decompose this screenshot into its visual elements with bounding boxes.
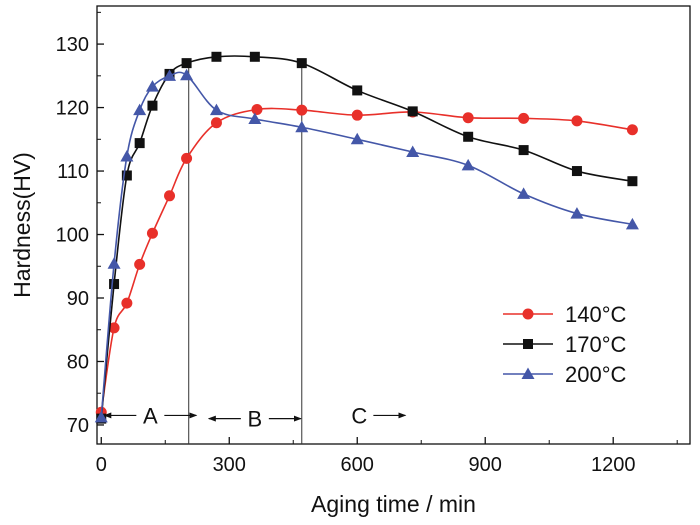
data-point-200C-0: [94, 410, 108, 423]
data-point-170C-1: [109, 279, 120, 290]
y-axis-title: Hardness(HV): [9, 152, 35, 298]
legend-label-170C: 170°C: [565, 332, 627, 357]
region-label-C: C: [351, 403, 367, 428]
legend-marker-140C: [522, 308, 534, 320]
y-tick-label-110: 110: [57, 161, 89, 183]
data-point-140C-9: [296, 104, 308, 116]
data-point-140C-1: [108, 322, 120, 334]
data-point-140C-12: [462, 112, 474, 124]
data-point-200C-4: [145, 80, 159, 92]
y-tick-label-70: 70: [67, 415, 89, 437]
data-point-140C-3: [134, 258, 146, 270]
data-point-140C-6: [181, 152, 193, 164]
plot-frame: [96, 5, 691, 445]
data-point-200C-15: [625, 217, 639, 230]
x-tick-label-900: 900: [469, 454, 502, 476]
x-tick-label-600: 600: [341, 454, 374, 476]
data-point-200C-1: [107, 257, 121, 269]
data-point-200C-13: [517, 187, 531, 199]
data-point-200C-11: [406, 145, 420, 157]
data-point-200C-8: [248, 112, 262, 124]
data-point-140C-2: [121, 297, 133, 309]
data-point-200C-2: [120, 149, 134, 162]
data-point-200C-14: [570, 207, 584, 219]
data-point-170C-13: [518, 145, 529, 156]
data-point-200C-10: [350, 132, 364, 145]
x-tick-label-0: 0: [96, 454, 107, 476]
data-point-200C-3: [133, 103, 147, 116]
data-point-170C-6: [181, 58, 192, 69]
data-point-170C-4: [147, 100, 158, 111]
data-point-200C-5: [163, 69, 177, 81]
legend-label-200C: 200°C: [565, 362, 627, 387]
data-point-140C-14: [571, 115, 583, 127]
series-line-140C: [100, 107, 633, 413]
data-point-200C-9: [295, 120, 309, 133]
data-point-200C-6: [180, 68, 194, 81]
data-point-170C-11: [407, 106, 418, 117]
plot-area: 0 300 600 900 1200 70 80 90 100 110 120 130 Aging ti…: [9, 5, 691, 517]
data-point-140C-5: [164, 190, 176, 202]
data-point-140C-7: [210, 117, 222, 129]
y-tick-label-100: 100: [56, 225, 89, 247]
x-axis-title: Aging time / min: [311, 491, 476, 517]
data-point-170C-8: [249, 51, 260, 62]
data-point-170C-15: [627, 176, 638, 187]
legend-label-140C: 140°C: [565, 302, 627, 327]
data-point-140C-8: [251, 103, 263, 115]
data-point-170C-12: [463, 131, 474, 142]
data-point-140C-10: [351, 109, 363, 121]
data-point-170C-9: [296, 58, 307, 69]
y-tick-label-80: 80: [67, 351, 89, 373]
data-point-170C-2: [121, 170, 132, 181]
data-point-140C-4: [146, 227, 158, 239]
y-tick-label-120: 120: [56, 98, 89, 120]
data-point-170C-14: [571, 166, 582, 177]
legend-marker-170C: [523, 339, 533, 349]
data-point-200C-12: [461, 158, 475, 171]
series-line-170C: [100, 55, 633, 419]
data-point-170C-3: [134, 138, 145, 149]
region-label-B: B: [248, 407, 263, 432]
data-point-140C-13: [518, 112, 530, 124]
y-tick-label-130: 130: [56, 34, 89, 56]
data-point-200C-7: [209, 103, 223, 116]
legend-marker-200C: [521, 367, 535, 379]
data-point-170C-10: [352, 85, 363, 96]
data-point-140C-15: [626, 124, 638, 136]
series-line-200C: [100, 71, 633, 418]
region-label-A: A: [143, 403, 158, 428]
x-tick-label-300: 300: [213, 454, 246, 476]
y-tick-label-90: 90: [67, 288, 89, 310]
x-tick-label-1200: 1200: [591, 454, 636, 476]
data-point-170C-7: [211, 51, 222, 62]
